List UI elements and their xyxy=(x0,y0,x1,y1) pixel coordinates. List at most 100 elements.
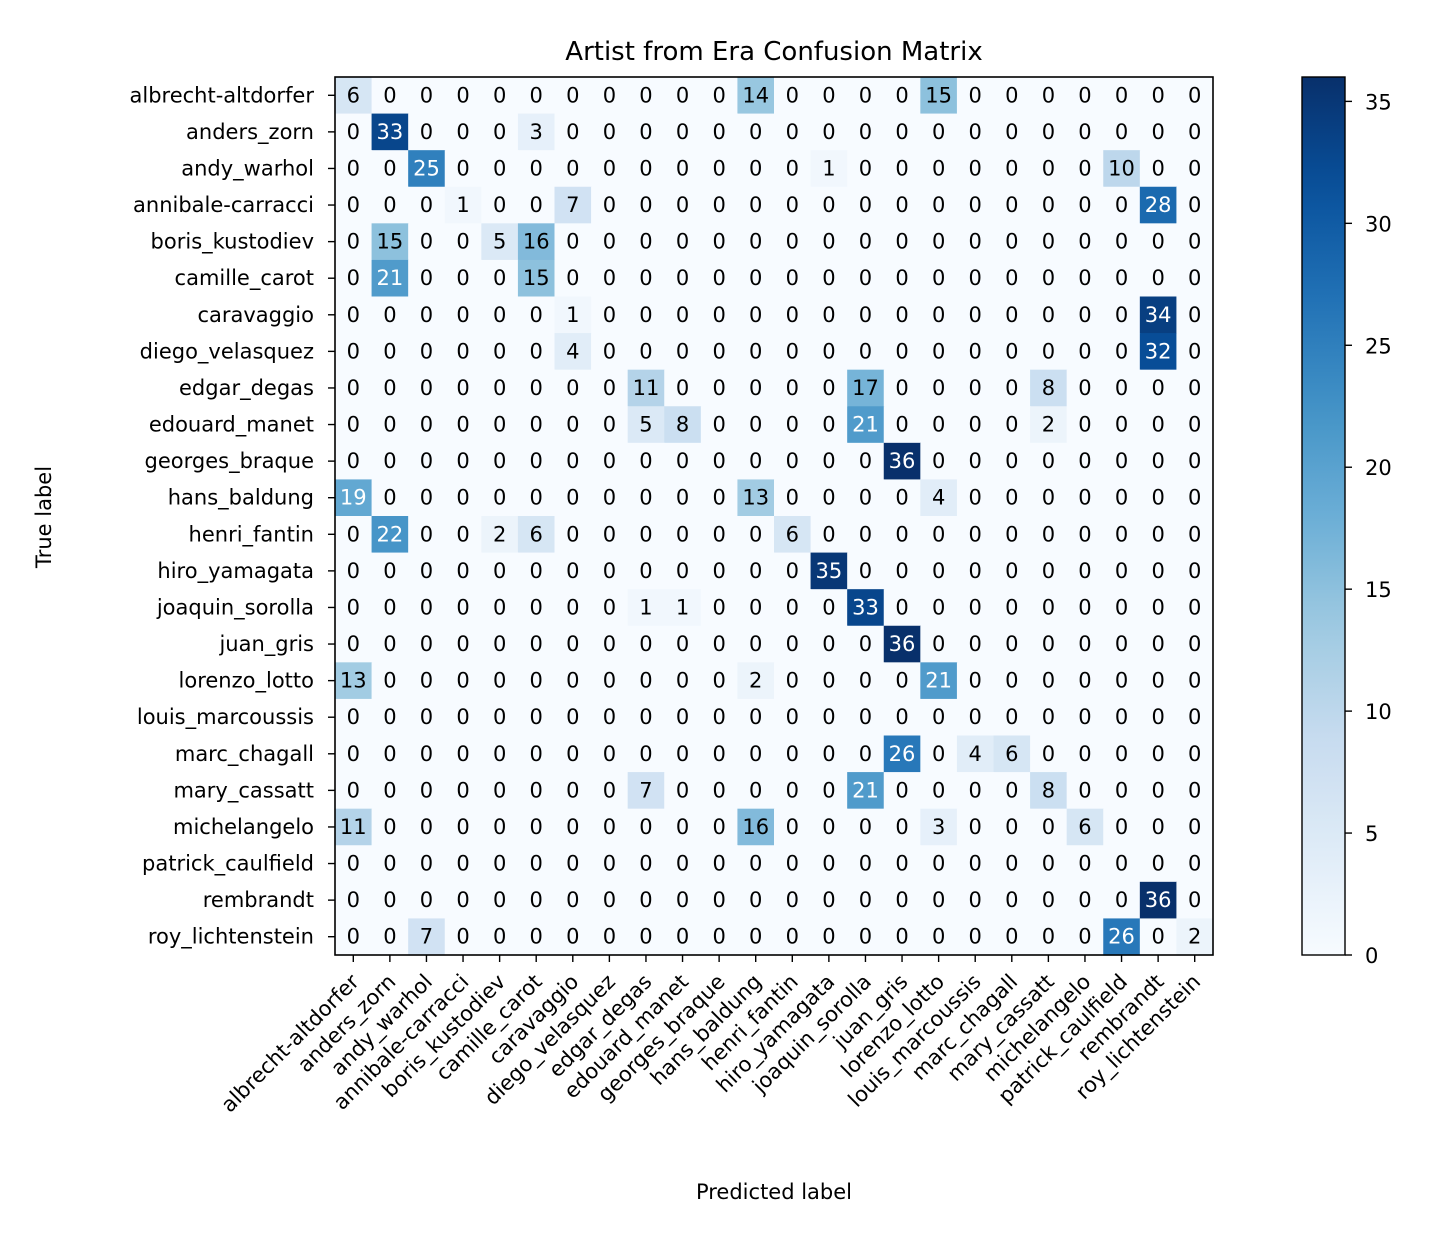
cell-value-label: 0 xyxy=(383,449,396,473)
heatmap-cell xyxy=(883,150,921,188)
heatmap-cell xyxy=(517,589,556,627)
cell-value-label: 0 xyxy=(639,193,652,217)
cell-value-label: 0 xyxy=(456,230,469,254)
heatmap-cell xyxy=(993,259,1031,298)
cell-value-label: 0 xyxy=(1188,815,1201,839)
cell-value-label: 0 xyxy=(859,815,872,839)
cell-value-label: 0 xyxy=(749,705,762,729)
heatmap-cell xyxy=(1176,552,1214,590)
heatmap-cell xyxy=(1103,808,1141,846)
cell-value-label: 0 xyxy=(456,413,469,437)
heatmap-cell xyxy=(408,113,446,151)
cell-value-label: 34 xyxy=(1145,303,1172,327)
heatmap-cell xyxy=(956,698,995,737)
heatmap-cell xyxy=(1176,259,1214,298)
cell-value-label: 0 xyxy=(895,852,908,876)
heatmap-cell xyxy=(1103,845,1141,883)
heatmap-cell xyxy=(481,698,519,737)
cell-value-label: 0 xyxy=(1115,376,1128,400)
cell-value-label: 25 xyxy=(413,156,440,180)
cell-value-label: 0 xyxy=(1005,120,1018,144)
cell-value-label: 0 xyxy=(859,669,872,693)
heatmap-cell xyxy=(481,735,519,773)
heatmap-cell xyxy=(1176,369,1214,407)
cell-value-label: 0 xyxy=(456,595,469,619)
heatmap-cell xyxy=(1103,296,1141,334)
heatmap-cell xyxy=(591,808,629,846)
heatmap-cell xyxy=(664,625,702,663)
y-tick-label: henri_fantin xyxy=(189,522,314,547)
heatmap-cell xyxy=(554,589,592,627)
cell-value-label: 0 xyxy=(639,120,652,144)
heatmap-cell xyxy=(554,442,592,481)
cell-value-label: 0 xyxy=(932,742,945,766)
cell-value-label: 0 xyxy=(456,705,469,729)
heatmap-cell xyxy=(700,772,739,810)
heatmap-cell xyxy=(1176,479,1214,517)
heatmap-cell xyxy=(444,406,482,444)
cell-value-label: 0 xyxy=(969,376,982,400)
heatmap-cell xyxy=(810,881,848,920)
cell-value-label: 0 xyxy=(749,413,762,437)
heatmap-cell xyxy=(993,552,1031,590)
cell-value-label: 0 xyxy=(1151,83,1164,107)
heatmap-cell xyxy=(664,662,702,700)
cell-value-label: 0 xyxy=(676,486,689,510)
heatmap-cell xyxy=(371,406,409,444)
cell-value-label: 0 xyxy=(347,120,360,144)
heatmap-cell xyxy=(1066,442,1104,481)
heatmap-cell xyxy=(627,918,665,956)
cell-value-label: 1 xyxy=(639,595,652,619)
heatmap-cell xyxy=(774,406,812,444)
heatmap-cell xyxy=(335,552,373,590)
cell-value-label: 0 xyxy=(895,193,908,217)
cell-value-label: 0 xyxy=(1005,303,1018,327)
heatmap-cell xyxy=(517,442,556,481)
cell-value-label: 0 xyxy=(493,742,506,766)
y-tick-label: edgar_degas xyxy=(179,376,314,401)
cell-value-label: 0 xyxy=(566,230,579,254)
cell-value-label: 0 xyxy=(895,559,908,583)
heatmap-cell xyxy=(627,479,665,517)
cell-value-label: 0 xyxy=(383,595,396,619)
heatmap-cell xyxy=(1139,369,1178,407)
heatmap-cell xyxy=(627,516,665,554)
cell-value-label: 0 xyxy=(420,339,433,363)
cell-value-label: 0 xyxy=(895,339,908,363)
cell-value-label: 0 xyxy=(1151,559,1164,583)
cell-value-label: 0 xyxy=(859,486,872,510)
cell-value-label: 0 xyxy=(1115,559,1128,583)
heatmap-cell xyxy=(481,589,519,627)
cell-value-label: 0 xyxy=(530,888,543,912)
heatmap-cell xyxy=(700,113,739,151)
cell-value-label: 0 xyxy=(639,486,652,510)
heatmap-cell xyxy=(774,150,812,188)
cell-value-label: 5 xyxy=(639,413,652,437)
heatmap-cell xyxy=(517,516,556,554)
cell-value-label: 21 xyxy=(852,413,879,437)
heatmap-cell xyxy=(993,442,1031,481)
heatmap-cell xyxy=(774,113,812,151)
heatmap-cell xyxy=(371,296,409,334)
cell-value-label: 0 xyxy=(1078,230,1091,254)
heatmap-cell xyxy=(1176,186,1214,224)
cell-value-label: 0 xyxy=(603,852,616,876)
cell-value-label: 0 xyxy=(530,339,543,363)
cell-value-label: 0 xyxy=(749,339,762,363)
cell-value-label: 0 xyxy=(383,742,396,766)
cell-value-label: 0 xyxy=(383,156,396,180)
heatmap-cell xyxy=(591,735,629,773)
cell-value-label: 0 xyxy=(456,742,469,766)
heatmap-cell xyxy=(554,918,592,956)
heatmap-cell xyxy=(883,845,921,883)
cell-value-label: 0 xyxy=(969,632,982,656)
heatmap-cell xyxy=(737,662,775,700)
cell-value-label: 0 xyxy=(786,230,799,254)
heatmap-cell xyxy=(1066,662,1104,700)
heatmap-cell xyxy=(810,77,848,115)
heatmap-cell xyxy=(883,698,921,737)
cell-value-label: 0 xyxy=(1115,595,1128,619)
cell-value-label: 0 xyxy=(859,230,872,254)
heatmap-cell xyxy=(517,150,556,188)
heatmap-cell xyxy=(774,296,812,334)
